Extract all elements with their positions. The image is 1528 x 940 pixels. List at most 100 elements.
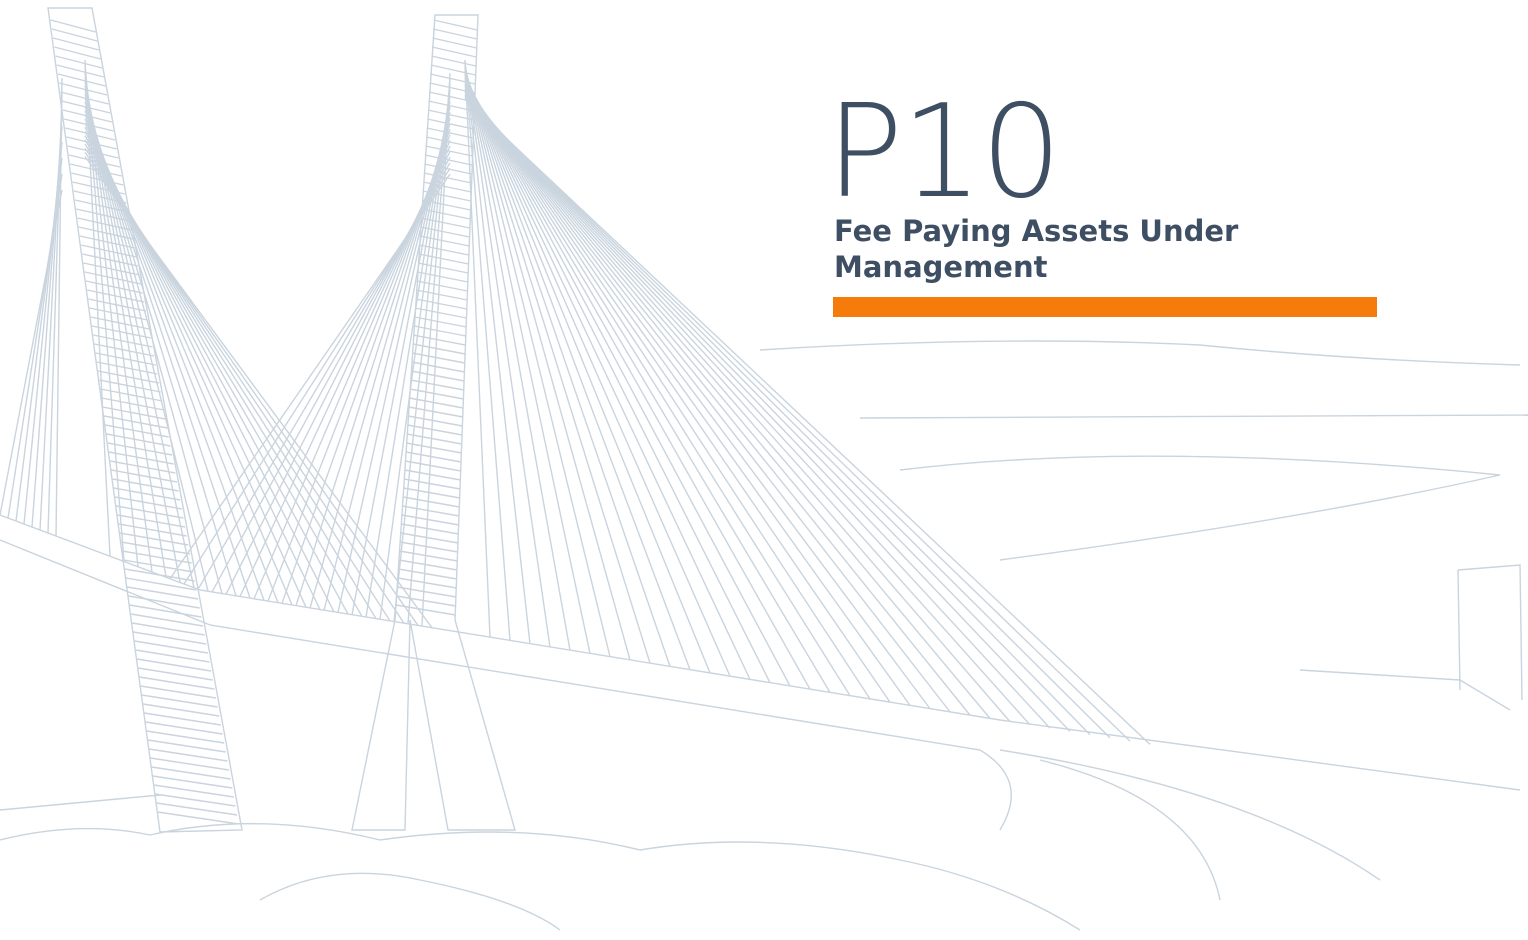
hatch — [123, 559, 194, 573]
hatch — [429, 82, 476, 94]
cable — [464, 70, 671, 667]
hatch — [403, 478, 461, 490]
hatch — [104, 415, 168, 429]
subtitle-line: Fee Paying Assets Under — [834, 214, 1239, 248]
hatch — [405, 451, 462, 463]
bridge-sketch — [0, 7, 1528, 931]
hatch — [62, 109, 113, 123]
hatch — [99, 379, 161, 393]
hatch — [105, 424, 169, 438]
cable — [464, 61, 511, 641]
hatch — [82, 253, 139, 267]
hatch — [52, 37, 100, 51]
hatch — [95, 352, 156, 366]
hatch — [421, 208, 471, 220]
hatch — [55, 55, 103, 69]
cable — [39, 109, 63, 531]
deck — [0, 539, 1012, 831]
hatch — [61, 100, 111, 114]
cable — [464, 82, 871, 700]
hatch — [130, 613, 204, 627]
hatch — [50, 19, 96, 33]
hatch — [150, 757, 230, 771]
hatch — [139, 676, 215, 690]
hatch — [433, 19, 478, 31]
hatch — [151, 766, 231, 780]
hatch — [86, 289, 145, 303]
cable — [464, 74, 731, 677]
cable — [84, 156, 433, 629]
tower — [47, 7, 243, 833]
hatch — [410, 379, 465, 391]
hatch — [114, 496, 182, 510]
hatch — [134, 640, 208, 654]
hatch — [411, 361, 465, 373]
cable — [55, 77, 63, 537]
cable — [464, 84, 911, 706]
road — [1039, 759, 1221, 901]
hatch — [73, 190, 127, 204]
hatch — [397, 577, 457, 589]
accent-bar — [833, 297, 1377, 317]
hatch — [402, 496, 460, 508]
hatch — [409, 388, 464, 400]
cable — [464, 76, 771, 683]
hatch — [410, 370, 465, 382]
hatch — [424, 163, 473, 175]
hatch — [419, 235, 470, 247]
cable — [464, 93, 1051, 729]
hatch — [401, 514, 460, 526]
cable — [464, 78, 811, 690]
hatch — [423, 181, 472, 193]
cable — [464, 94, 1071, 732]
hatch — [78, 226, 134, 240]
cable — [464, 81, 851, 696]
hatch — [428, 91, 475, 103]
cable — [464, 63, 551, 647]
hatch — [51, 28, 98, 42]
building — [1299, 564, 1523, 711]
hatch — [85, 280, 143, 294]
hatch — [404, 469, 461, 481]
cable — [464, 90, 1011, 723]
hatch — [413, 325, 467, 337]
hatch — [147, 739, 226, 753]
shore — [859, 414, 1528, 419]
hatch — [148, 748, 228, 762]
hatch — [432, 37, 477, 49]
hills — [0, 794, 561, 931]
hatch — [121, 541, 191, 555]
hatch — [68, 154, 121, 168]
cable — [464, 85, 931, 710]
cable — [421, 73, 451, 627]
hatch — [57, 73, 106, 87]
cable — [464, 80, 831, 693]
hatch — [131, 622, 205, 636]
cable — [464, 83, 891, 703]
hatch — [430, 64, 476, 76]
hatch — [409, 397, 464, 409]
hatch — [398, 559, 458, 571]
cable — [365, 95, 451, 618]
hatch — [136, 658, 212, 672]
hatch — [431, 55, 477, 67]
hatch — [59, 82, 108, 96]
hatch — [69, 163, 122, 177]
hatch — [117, 514, 186, 528]
hatch — [405, 460, 462, 472]
cable — [464, 96, 1111, 739]
hatch — [80, 244, 137, 258]
cable — [464, 89, 991, 719]
cable — [464, 97, 1131, 742]
hatch — [152, 775, 233, 789]
hatch — [406, 442, 462, 454]
hatch — [118, 523, 187, 537]
hatch — [84, 271, 142, 285]
hatch — [138, 667, 213, 681]
cable — [464, 91, 1031, 726]
hatch — [414, 307, 467, 319]
hatch — [420, 226, 470, 238]
hatch — [431, 46, 477, 58]
hatch — [412, 352, 466, 364]
